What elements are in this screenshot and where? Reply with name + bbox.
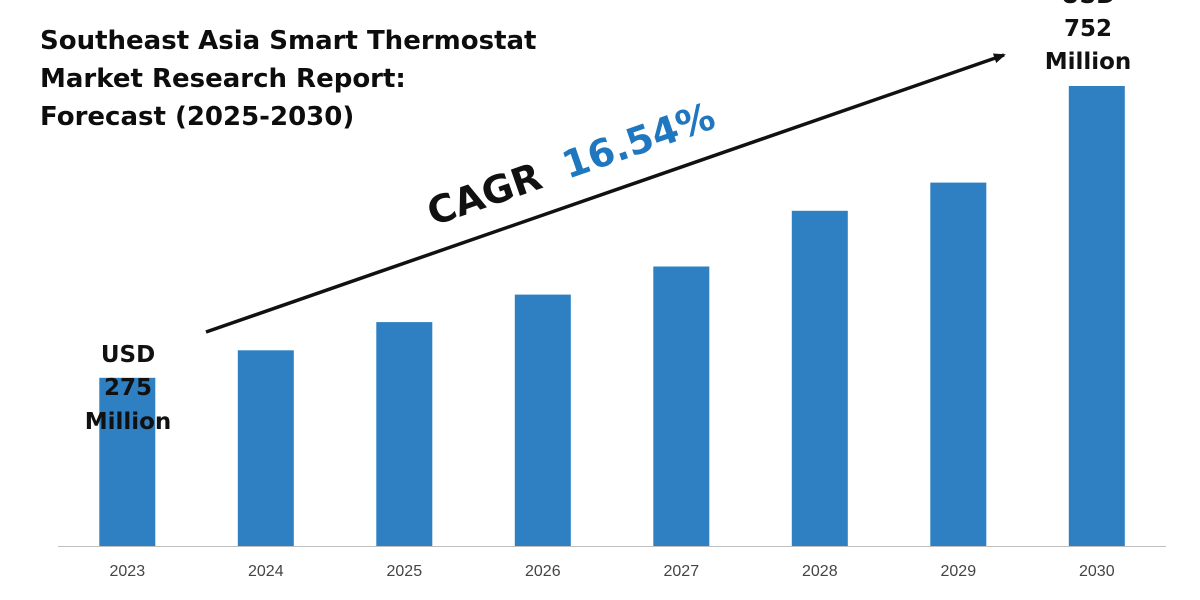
- x-tick-2025: 2025: [387, 563, 423, 580]
- callout-start: USD 275 Million: [85, 342, 172, 435]
- x-tick-2029: 2029: [941, 563, 977, 580]
- bar-2024: [237, 350, 294, 546]
- bar-2023: [99, 377, 156, 546]
- chart-title: Southeast Asia Smart Thermostat Market R…: [40, 22, 580, 136]
- bar-2028: [791, 210, 848, 547]
- x-tick-2024: 2024: [248, 563, 284, 580]
- x-tick-2028: 2028: [802, 563, 838, 580]
- title-line-2: Market Research Report:: [40, 64, 406, 94]
- x-tick-2026: 2026: [525, 563, 561, 580]
- bars-layer: [99, 86, 1125, 547]
- bar-2027: [653, 266, 710, 546]
- callout-end: USD 752 Million: [1045, 0, 1132, 75]
- title-line-1: Southeast Asia Smart Thermostat: [40, 26, 537, 56]
- cagr-annotation: CAGR 16.54%: [421, 94, 720, 235]
- callout-start-line3: Million: [85, 409, 172, 435]
- callout-end-line3: Million: [1045, 49, 1132, 75]
- bar-2026: [514, 294, 571, 546]
- callout-start-line2: 275: [104, 375, 152, 401]
- x-axis-ticks: 2023 2024 2025 2026 2027 2028 2029 2030: [110, 563, 1115, 580]
- title-line-3: Forecast (2025-2030): [40, 102, 355, 132]
- bar-2030: [1068, 86, 1125, 546]
- x-tick-2027: 2027: [664, 563, 700, 580]
- cagr-value: 16.54%: [557, 94, 721, 188]
- x-tick-2023: 2023: [110, 563, 146, 580]
- growth-arrow: [205, 53, 1006, 334]
- bar-2029: [930, 182, 987, 546]
- callout-start-line1: USD: [101, 342, 155, 368]
- cagr-label: CAGR: [421, 154, 547, 234]
- x-tick-2030: 2030: [1079, 563, 1115, 580]
- callout-end-line1: USD: [1061, 0, 1115, 9]
- callout-end-line2: 752: [1064, 16, 1112, 42]
- bar-2025: [376, 322, 433, 546]
